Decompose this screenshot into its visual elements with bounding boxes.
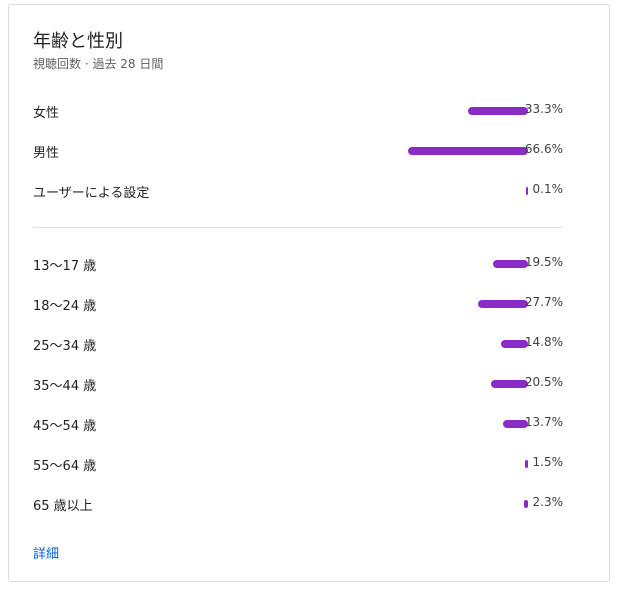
age-label: 35〜44 歳	[33, 379, 97, 394]
age-label: 65 歳以上	[33, 499, 93, 514]
age-bar	[503, 420, 528, 428]
gender-bar	[468, 107, 528, 115]
age-percent: 14.8%	[524, 335, 563, 349]
age-percent: 13.7%	[524, 415, 563, 429]
section-divider	[33, 227, 563, 228]
card-subtitle: 視聴回数 · 過去 28 日間	[33, 57, 164, 71]
age-row: 18〜24 歳 27.7%	[33, 292, 563, 316]
details-link[interactable]: 詳細	[33, 547, 60, 562]
card-title: 年齢と性別	[33, 31, 123, 52]
age-percent: 19.5%	[524, 255, 563, 269]
age-bar	[525, 460, 528, 468]
age-bar	[501, 340, 528, 348]
age-row: 13〜17 歳 19.5%	[33, 252, 563, 276]
age-percent: 2.3%	[532, 495, 564, 509]
age-row: 25〜34 歳 14.8%	[33, 332, 563, 356]
gender-label: 女性	[33, 106, 60, 121]
age-percent: 27.7%	[524, 295, 563, 309]
age-label: 25〜34 歳	[33, 339, 97, 354]
gender-label: ユーザーによる設定	[33, 186, 150, 201]
gender-bar	[526, 187, 528, 195]
age-label: 55〜64 歳	[33, 459, 97, 474]
age-gender-card: 年齢と性別 視聴回数 · 過去 28 日間 女性 33.3% 男性 66.6% ユーザー…	[8, 4, 610, 582]
age-row: 55〜64 歳 1.5%	[33, 452, 563, 476]
gender-percent: 0.1%	[532, 182, 564, 196]
age-percent: 20.5%	[524, 375, 563, 389]
gender-row: ユーザーによる設定 0.1%	[33, 179, 563, 203]
gender-bar	[408, 147, 528, 155]
age-row: 65 歳以上 2.3%	[33, 492, 563, 516]
age-label: 18〜24 歳	[33, 299, 97, 314]
age-label: 45〜54 歳	[33, 419, 97, 434]
gender-percent: 66.6%	[524, 142, 563, 156]
gender-percent: 33.3%	[524, 102, 563, 116]
age-bar	[478, 300, 528, 308]
age-bar	[491, 380, 528, 388]
age-bar	[492, 260, 528, 268]
gender-row: 女性 33.3%	[33, 99, 563, 123]
age-label: 13〜17 歳	[33, 259, 97, 274]
age-row: 45〜54 歳 13.7%	[33, 412, 563, 436]
gender-label: 男性	[33, 146, 60, 161]
age-bar	[523, 500, 528, 508]
gender-row: 男性 66.6%	[33, 139, 563, 163]
age-percent: 1.5%	[532, 455, 564, 469]
age-row: 35〜44 歳 20.5%	[33, 372, 563, 396]
